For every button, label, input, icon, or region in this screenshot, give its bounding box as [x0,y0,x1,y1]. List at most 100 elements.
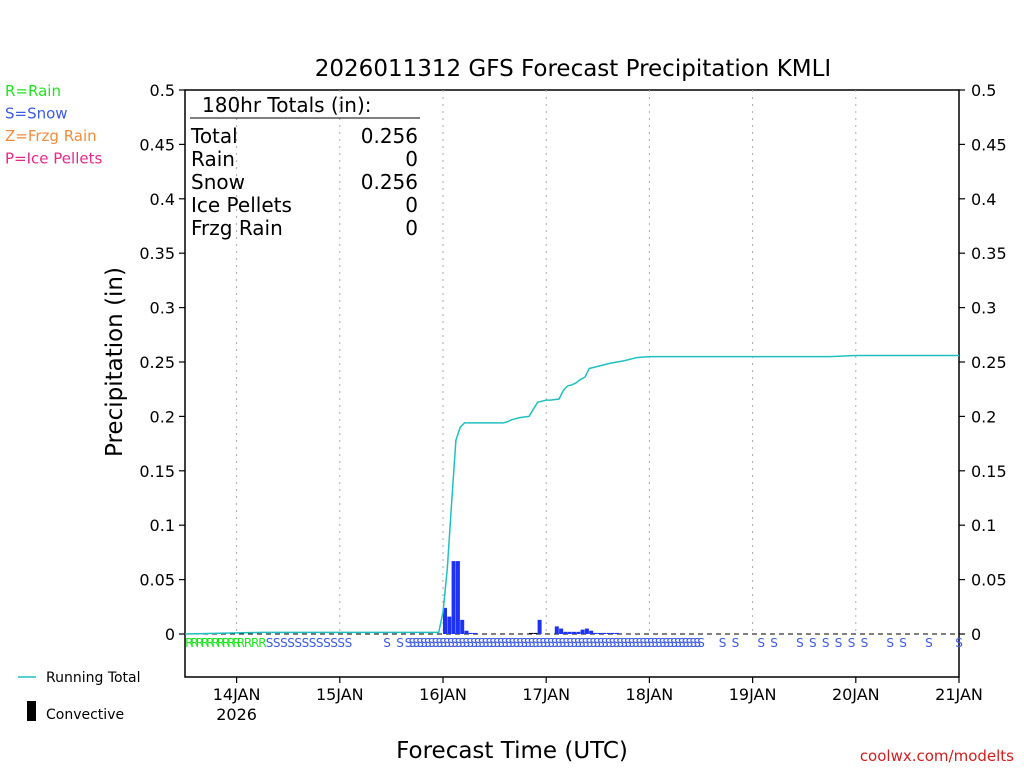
ptype-snow-mark: S [605,636,613,650]
ptype-snow-mark: S [689,636,697,650]
ptype-snow-mark: S [432,636,440,650]
x-tick-label: 20JAN [832,685,880,704]
ptype-snow-mark: S [478,636,486,650]
ptype-rain-mark: R [227,636,235,650]
precip-bar [606,632,611,634]
ptype-snow-mark: S [674,636,682,650]
running-total-line [184,354,959,635]
ptype-snow-mark: S [273,636,281,650]
totals-row-value: 0.256 [361,124,418,148]
precip-bar [615,632,619,634]
y-tick-label-left: 0.05 [139,571,175,590]
ptype-snow-mark: S [632,636,640,650]
totals-row-value: 0 [405,216,418,240]
precip-bar [447,616,452,634]
y-axis-label: Precipitation (in) [102,267,128,457]
ptype-snow-mark: S [563,636,571,650]
precip-bar [602,632,607,634]
ptype-rain-mark: R [201,636,209,650]
ptype-snow-mark: S [578,636,586,650]
totals-row-label: Snow [191,170,245,194]
x-tick-label: 16JAN [419,685,467,704]
x-tick-label: 18JAN [626,685,674,704]
ptype-snow-mark: S [601,636,609,650]
ptype-snow-mark: S [574,636,582,650]
totals-row-value: 0 [405,193,418,217]
ptype-legend-item: S=Snow [5,105,68,123]
ptype-legend-item: R=Rain [5,82,61,100]
ptype-snow-mark: S [686,636,694,650]
ptype-snow-mark: S [416,636,424,650]
precip-bar [567,631,572,634]
ptype-snow-mark: S [486,636,494,650]
ptype-snow-mark: S [513,636,521,650]
totals-header: 180hr Totals (in): [202,93,372,117]
y-tick-label-left: 0.3 [150,299,175,318]
ptype-rain-mark: R [244,636,252,650]
ptype-snow-mark: S [666,636,674,650]
ptype-snow-mark: S [436,636,444,650]
y-tick-label-left: 0.1 [150,516,175,535]
ptype-snow-mark: S [287,636,295,650]
ptype-snow-mark: S [663,636,671,650]
ptype-snow-mark: S [428,636,436,650]
precip-bar [593,632,598,634]
ptype-snow-mark: S [655,636,663,650]
x-tick-sublabel: 2026 [216,705,257,724]
y-tick-label-right: 0.3 [971,299,996,318]
ptype-snow-mark: S [659,636,667,650]
chart-title: 2026011312 GFS Forecast Precipitation KM… [315,56,831,82]
precip-bar [559,628,564,634]
ptype-snow-mark: S [439,636,447,650]
ptype-snow-mark: S [848,636,856,650]
precip-bar [460,619,465,634]
ptype-snow-mark: S [470,636,478,650]
ptype-snow-mark: S [732,636,740,650]
precip-bar [554,626,559,634]
x-tick-label: 15JAN [316,685,364,704]
ptype-snow-mark: S [543,636,551,650]
ptype-snow-mark: S [899,636,907,650]
ptype-snow-mark: S [536,636,544,650]
ptype-snow-mark: S [532,636,540,650]
totals-rows: Total 0.256 Rain 0 Snow 0.256 Ice Pellets 0 Frzg… [190,124,418,240]
totals-row-value: 0 [405,147,418,171]
ptype-snow-mark: S [582,636,590,650]
ptype-rain-mark: R [222,636,230,650]
ptype-snow-mark: S [822,636,830,650]
ptype-snow-mark: S [489,636,497,650]
y-tick-label-left: 0.45 [139,135,175,154]
precip-bar [563,631,568,634]
precip-bar [572,631,576,634]
totals-row-label: Total [190,124,238,148]
ptype-snow-mark: S [337,636,345,650]
y-tick-label-right: 0.35 [971,244,1007,263]
precip-bar [443,607,447,634]
ptype-snow-mark: S [330,636,338,650]
watermark: coolwx.com/modelts [860,747,1014,765]
totals-row-label: Rain [191,147,235,171]
ptype-snow-mark: S [294,636,302,650]
precip-bars [443,561,619,634]
ptype-snow-mark: S [383,636,391,650]
y-tick-label-right: 0.45 [971,135,1007,154]
precip-bar [473,632,478,634]
y-tick-label-right: 0.2 [971,407,996,426]
ptype-snow-mark: S [280,636,288,650]
y-tick-label-left: 0.15 [139,462,175,481]
convective-bars [529,632,538,634]
ptype-snow-mark: S [451,636,459,650]
ptype-snow-mark: S [447,636,455,650]
totals-row-label: Frzg Rain [191,216,283,240]
ptype-snow-mark: S [539,636,547,650]
ptype-snow-mark: S [516,636,524,650]
ptype-rain-mark: R [217,636,225,650]
ptype-snow-mark: S [462,636,470,650]
grid-layer [236,90,857,634]
ptype-snow-mark: S [323,636,331,650]
ptype-snow-mark: S [420,636,428,650]
ptype-snow-mark: S [693,636,701,650]
ptype-snow-mark: S [609,636,617,650]
